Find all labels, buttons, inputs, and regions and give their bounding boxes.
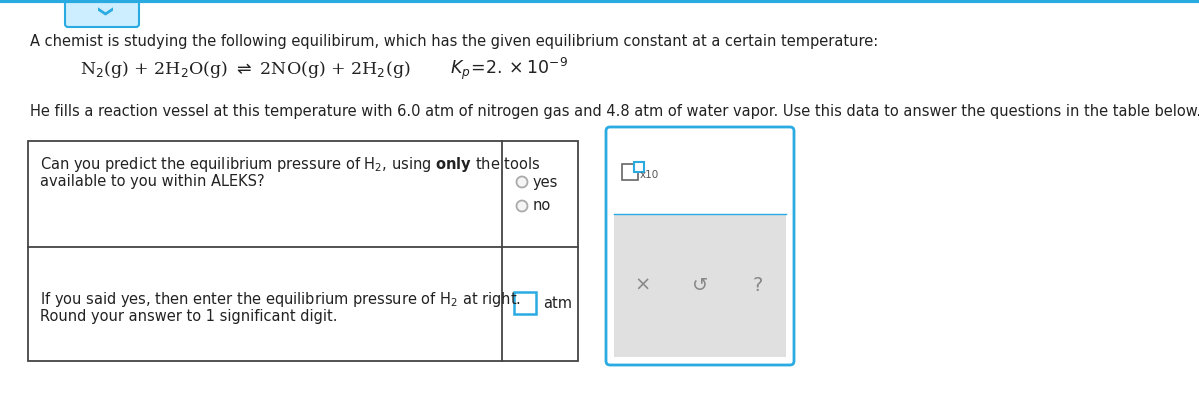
Text: no: no — [534, 198, 552, 213]
Circle shape — [517, 200, 528, 211]
Circle shape — [517, 177, 528, 187]
Bar — [614, 214, 787, 357]
Text: ?: ? — [752, 276, 763, 295]
Text: atm: atm — [543, 295, 572, 310]
Text: ×: × — [634, 276, 651, 295]
Text: If you said yes, then enter the equilibrium pressure of H$_2$ at right.: If you said yes, then enter the equilibr… — [40, 290, 522, 309]
Bar — [514, 292, 536, 314]
Text: A chemist is studying the following equilibirum, which has the given equilibrium: A chemist is studying the following equi… — [30, 34, 878, 49]
Text: He fills a reaction vessel at this temperature with 6.0 atm of nitrogen gas and : He fills a reaction vessel at this tempe… — [30, 104, 1199, 119]
Text: Can you predict the equilibrium pressure of H$_2$, using $\mathbf{only}$ the too: Can you predict the equilibrium pressure… — [40, 155, 541, 174]
FancyBboxPatch shape — [605, 127, 794, 365]
Text: available to you within ALEKS?: available to you within ALEKS? — [40, 174, 265, 189]
Text: Round your answer to 1 significant digit.: Round your answer to 1 significant digit… — [40, 309, 337, 324]
Text: ↺: ↺ — [692, 276, 709, 295]
Bar — [634, 162, 644, 171]
Text: x10: x10 — [640, 169, 659, 180]
Bar — [622, 164, 638, 180]
Text: N$_2$(g) + 2H$_2$O(g) $\rightleftharpoons$ 2NO(g) + 2H$_2$(g): N$_2$(g) + 2H$_2$O(g) $\rightleftharpoon… — [80, 58, 410, 79]
Text: yes: yes — [534, 175, 559, 189]
Text: $K_p\!=\!2.\times10^{-9}$: $K_p\!=\!2.\times10^{-9}$ — [450, 56, 568, 82]
Text: ❯: ❯ — [95, 6, 109, 18]
FancyBboxPatch shape — [65, 0, 139, 27]
